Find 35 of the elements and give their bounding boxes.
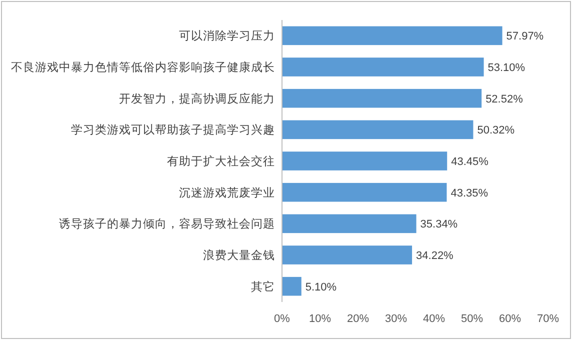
y-tick-label: 浪费大量金钱: [203, 248, 275, 262]
bar: [282, 26, 502, 46]
bar: [282, 88, 482, 108]
x-tick-label: 60%: [498, 313, 522, 325]
y-tick-label: 开发智力，提高协调反应能力: [119, 91, 275, 106]
bar: [282, 246, 412, 264]
data-label: 50.32%: [477, 124, 515, 137]
bar: [282, 58, 484, 76]
y-tick-label: 有助于扩大社会交往: [167, 154, 275, 168]
data-label: 53.10%: [488, 62, 526, 74]
x-tick-label: 10%: [308, 313, 332, 325]
y-tick-label: 可以消除学习压力: [179, 30, 275, 43]
y-tick-label: 其它: [251, 279, 275, 294]
bar: [282, 214, 416, 234]
x-tick-label: 0%: [274, 313, 290, 325]
data-label: 34.22%: [416, 250, 454, 262]
data-label: 5.10%: [305, 281, 337, 294]
data-label: 57.97%: [506, 30, 544, 43]
x-tick-label: 40%: [422, 313, 446, 325]
data-label: 43.35%: [450, 187, 488, 200]
bar: [282, 276, 302, 296]
data-label: 43.45%: [451, 156, 489, 168]
data-label: 52.52%: [486, 93, 524, 106]
y-tick-label: 不良游戏中暴力色情等低俗内容影响孩子健康成长: [11, 60, 275, 74]
x-tick-label: 20%: [346, 313, 370, 325]
bar: [282, 182, 447, 202]
y-tick-label: 诱导孩子的暴力倾向，容易导致社会问题: [59, 216, 275, 231]
data-label: 35.34%: [420, 218, 458, 231]
bar: [282, 152, 448, 170]
y-tick-label: 学习类游戏可以帮助孩子提高学习兴趣: [71, 122, 275, 137]
x-tick-label: 50%: [460, 313, 484, 325]
x-tick-label: 30%: [384, 313, 408, 325]
y-tick-label: 沉迷游戏荒废学业: [179, 185, 275, 200]
x-tick-label: 70%: [536, 313, 560, 325]
bar: [282, 120, 474, 140]
